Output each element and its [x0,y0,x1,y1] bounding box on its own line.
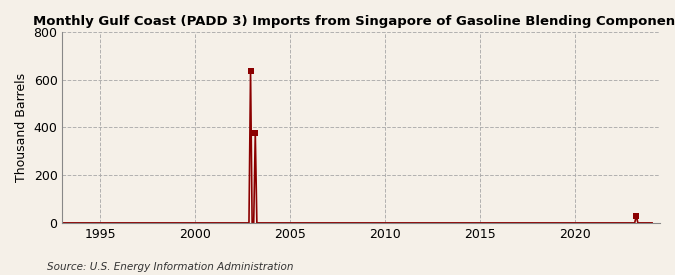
Y-axis label: Thousand Barrels: Thousand Barrels [15,73,28,182]
Text: Source: U.S. Energy Information Administration: Source: U.S. Energy Information Administ… [47,262,294,272]
Title: Monthly Gulf Coast (PADD 3) Imports from Singapore of Gasoline Blending Componen: Monthly Gulf Coast (PADD 3) Imports from… [33,15,675,28]
